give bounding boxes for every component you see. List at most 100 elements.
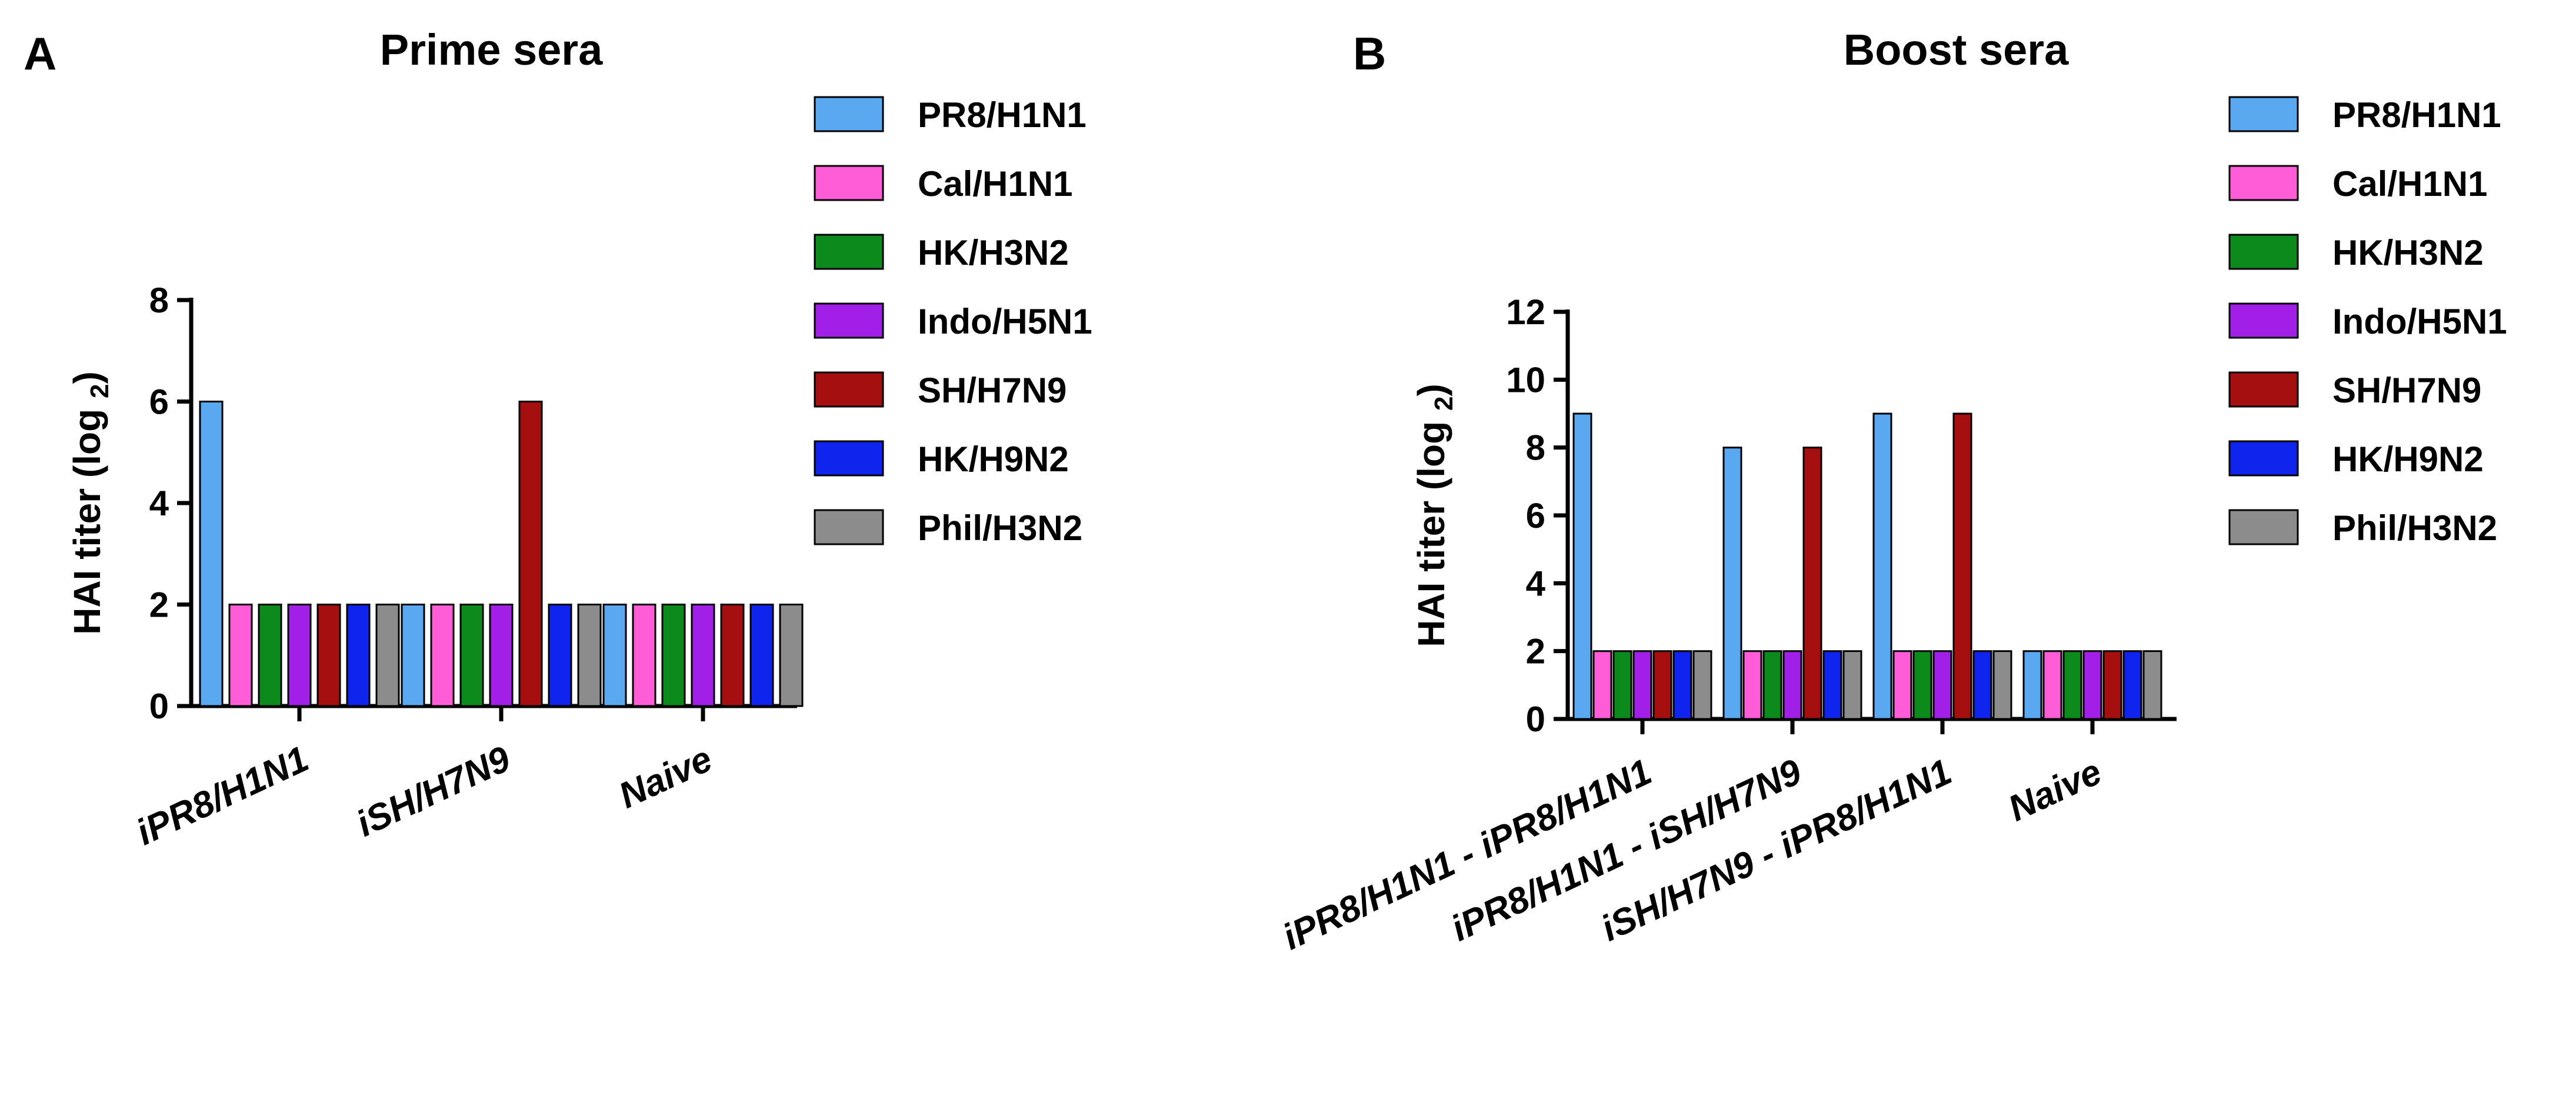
y-tick-label: 4 — [149, 484, 169, 523]
bar-phil-h3n2-ish-h7n9-ipr8-h1n1 — [1992, 650, 2012, 720]
bar-pr8-h1n1-ish-h7n9 — [401, 604, 425, 707]
bar-pr8-h1n1-naive — [602, 604, 627, 707]
legend-swatch-indo-h5n1 — [814, 302, 884, 339]
bar-sh-h7n9-ish-h7n9-ipr8-h1n1 — [1952, 412, 1972, 720]
bar-phil-h3n2-naive — [2142, 650, 2162, 720]
bar-indo-h5n1-ipr8-h1n1-ish-h7n9 — [1782, 650, 1802, 720]
y-axis-title: HAI titer (log 2) — [1410, 384, 1458, 647]
bar-sh-h7n9-ish-h7n9 — [518, 401, 543, 707]
bar-hk-h9n2-ipr8-h1n1-ipr8-h1n1 — [1672, 650, 1692, 720]
y-tick-label: 6 — [1526, 496, 1545, 535]
bar-indo-h5n1-ish-h7n9-ipr8-h1n1 — [1932, 650, 1952, 720]
y-tick-label: 2 — [149, 585, 169, 625]
x-category-label: Naive — [613, 738, 718, 816]
bar-cal-h1n1-ish-h7n9 — [430, 604, 455, 707]
x-category-label: iSH/H7N9 — [351, 738, 517, 845]
bar-hk-h9n2-naive — [2122, 650, 2142, 720]
legend-label-hk-h9n2: HK/H9N2 — [918, 440, 1069, 479]
y-axis-title: HAI titer (log 2) — [66, 371, 114, 635]
bar-hk-h9n2-ipr8-h1n1 — [346, 604, 371, 707]
bar-phil-h3n2-naive — [779, 604, 804, 707]
bar-pr8-h1n1-ipr8-h1n1-ish-h7n9 — [1722, 447, 1742, 720]
bar-hk-h9n2-ish-h7n9 — [548, 604, 572, 707]
legend-swatch-hk-h9n2 — [814, 440, 884, 477]
bar-sh-h7n9-ipr8-h1n1-ipr8-h1n1 — [1652, 650, 1672, 720]
legend-label-hk-h9n2: HK/H9N2 — [2332, 440, 2484, 479]
bar-cal-h1n1-naive — [632, 604, 657, 707]
bar-cal-h1n1-ipr8-h1n1-ipr8-h1n1 — [1592, 650, 1612, 720]
legend-swatch-pr8-h1n1 — [814, 96, 884, 132]
chart-title: Boost sera — [1844, 25, 2069, 74]
bar-hk-h9n2-ipr8-h1n1-ish-h7n9 — [1822, 650, 1842, 720]
bar-cal-h1n1-ipr8-h1n1-ish-h7n9 — [1742, 650, 1762, 720]
bar-phil-h3n2-ipr8-h1n1 — [375, 604, 400, 707]
bar-cal-h1n1-naive — [2042, 650, 2062, 720]
legend-label-pr8-h1n1: PR8/H1N1 — [2332, 95, 2501, 135]
bar-hk-h3n2-ish-h7n9 — [459, 604, 484, 707]
legend-label-cal-h1n1: Cal/H1N1 — [2332, 164, 2487, 204]
y-tick-label: 8 — [149, 281, 169, 320]
bar-pr8-h1n1-ish-h7n9-ipr8-h1n1 — [1872, 412, 1892, 720]
bar-hk-h3n2-ish-h7n9-ipr8-h1n1 — [1912, 650, 1932, 720]
legend-swatch-sh-h7n9 — [2228, 371, 2299, 408]
legend-label-hk-h3n2: HK/H3N2 — [918, 233, 1069, 272]
bar-sh-h7n9-ipr8-h1n1-ish-h7n9 — [1802, 447, 1822, 720]
bar-sh-h7n9-ipr8-h1n1 — [316, 604, 341, 707]
y-tick-label: 8 — [1526, 428, 1545, 468]
legend-swatch-hk-h3n2 — [2228, 234, 2299, 270]
bar-hk-h3n2-ipr8-h1n1 — [258, 604, 282, 707]
panel-a-prime-sera: A Prime sera 0 2 4 6 8 HAI titer (log 2) iPR8/H1… — [24, 25, 1092, 853]
legend-label-sh-h7n9: SH/H7N9 — [918, 371, 1067, 410]
bar-hk-h3n2-naive — [661, 604, 686, 707]
legend-label-hk-h3n2: HK/H3N2 — [2332, 233, 2484, 272]
legend-label-cal-h1n1: Cal/H1N1 — [918, 164, 1072, 204]
y-tick-label: 12 — [1506, 292, 1545, 332]
legend-swatch-cal-h1n1 — [814, 165, 884, 201]
bar-cal-h1n1-ipr8-h1n1 — [228, 604, 253, 707]
y-tick-label: 0 — [149, 687, 169, 726]
legend-swatch-sh-h7n9 — [814, 371, 884, 408]
legend-label-indo-h5n1: Indo/H5N1 — [2332, 302, 2507, 341]
bar-indo-h5n1-naive — [691, 604, 715, 707]
bar-hk-h3n2-ipr8-h1n1-ipr8-h1n1 — [1612, 650, 1632, 720]
x-category-label: Naive — [2002, 751, 2108, 829]
legend-swatch-phil-h3n2 — [814, 509, 884, 545]
y-tick-label: 6 — [149, 382, 169, 422]
y-tick-label: 0 — [1526, 700, 1545, 739]
bar-hk-h9n2-naive — [749, 604, 774, 707]
panel-label: A — [24, 28, 56, 79]
bar-sh-h7n9-naive — [2102, 650, 2122, 720]
bar-pr8-h1n1-ipr8-h1n1-ipr8-h1n1 — [1572, 412, 1592, 720]
legend-label-sh-h7n9: SH/H7N9 — [2332, 371, 2481, 410]
bar-hk-h3n2-ipr8-h1n1-ish-h7n9 — [1762, 650, 1782, 720]
legend-label-pr8-h1n1: PR8/H1N1 — [918, 95, 1087, 135]
x-category-label: iPR8/H1N1 — [131, 738, 315, 853]
bar-indo-h5n1-ish-h7n9 — [489, 604, 514, 707]
bar-indo-h5n1-ipr8-h1n1 — [287, 604, 312, 707]
bar-indo-h5n1-naive — [2082, 650, 2102, 720]
bar-pr8-h1n1-naive — [2022, 650, 2042, 720]
bar-phil-h3n2-ipr8-h1n1-ish-h7n9 — [1842, 650, 1862, 720]
legend-label-phil-h3n2: Phil/H3N2 — [2332, 508, 2497, 548]
bar-phil-h3n2-ipr8-h1n1-ipr8-h1n1 — [1692, 650, 1712, 720]
chart-title: Prime sera — [380, 25, 603, 74]
panel-label: B — [1353, 28, 1386, 79]
y-tick-label: 10 — [1506, 360, 1545, 399]
legend-label-indo-h5n1: Indo/H5N1 — [918, 302, 1092, 341]
legend-label-phil-h3n2: Phil/H3N2 — [918, 508, 1082, 548]
legend-swatch-cal-h1n1 — [2228, 165, 2299, 201]
legend-swatch-hk-h3n2 — [814, 234, 884, 270]
bar-sh-h7n9-naive — [720, 604, 745, 707]
y-tick-label: 2 — [1526, 632, 1545, 671]
bar-pr8-h1n1-ipr8-h1n1 — [199, 401, 224, 707]
bar-phil-h3n2-ish-h7n9 — [577, 604, 602, 707]
legend-swatch-indo-h5n1 — [2228, 302, 2299, 339]
legend-swatch-hk-h9n2 — [2228, 440, 2299, 477]
bar-indo-h5n1-ipr8-h1n1-ipr8-h1n1 — [1632, 650, 1652, 720]
y-tick-label: 4 — [1526, 564, 1546, 603]
legend-swatch-phil-h3n2 — [2228, 509, 2299, 545]
bar-cal-h1n1-ish-h7n9-ipr8-h1n1 — [1892, 650, 1912, 720]
bar-hk-h9n2-ish-h7n9-ipr8-h1n1 — [1972, 650, 1992, 720]
